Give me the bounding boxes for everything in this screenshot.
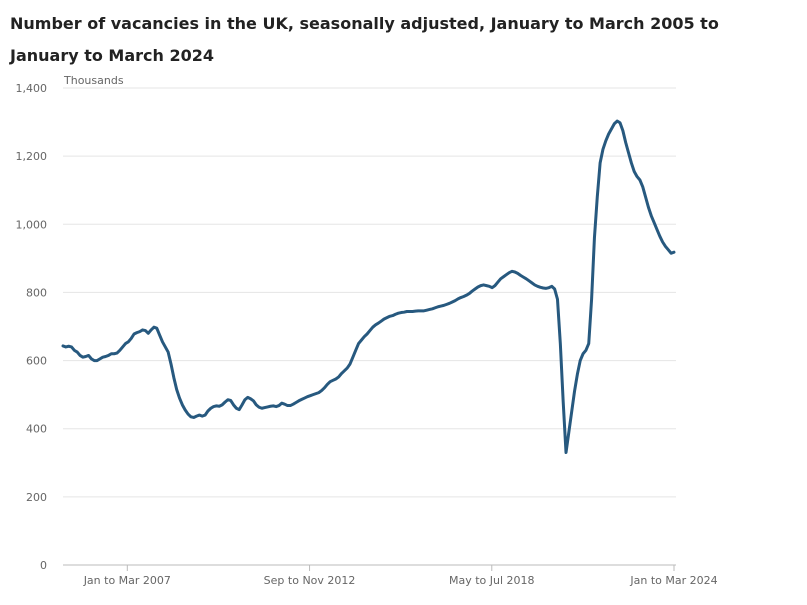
x-axis: Jan to Mar 2007 Sep to Nov 2012 May to Jul… xyxy=(83,565,718,587)
x-tick-label: Sep to Nov 2012 xyxy=(264,574,356,587)
series-line xyxy=(61,119,676,455)
y-tick-label: 400 xyxy=(26,423,47,436)
y-tick-label: 1,400 xyxy=(16,82,48,95)
y-axis-unit-label: Thousands xyxy=(63,74,124,87)
y-tick-label: 1,200 xyxy=(16,150,48,163)
chart-title: Number of vacancies in the UK, seasonall… xyxy=(10,14,719,65)
y-tick-label: 600 xyxy=(26,355,47,368)
y-tick-label: 1,000 xyxy=(16,218,48,231)
y-tick-label: 200 xyxy=(26,491,47,504)
x-tick-label: May to Jul 2018 xyxy=(449,574,535,587)
gridlines xyxy=(63,87,676,566)
x-tick-label: Jan to Mar 2024 xyxy=(629,574,717,587)
y-axis: 0 200 400 600 800 1,000 1,200 1,400 xyxy=(16,82,48,572)
y-tick-label: 800 xyxy=(26,286,47,299)
y-tick-label: 0 xyxy=(40,559,47,572)
series-lines xyxy=(61,119,676,455)
x-tick-label: Jan to Mar 2007 xyxy=(83,574,171,587)
